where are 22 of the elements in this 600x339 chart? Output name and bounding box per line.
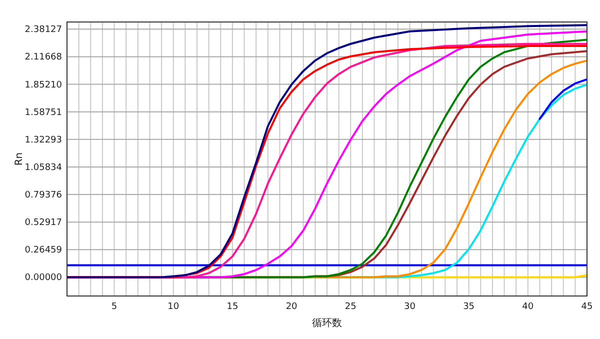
y-tick-label: 1.32293 — [24, 135, 62, 146]
y-tick-label: 2.11668 — [24, 52, 62, 63]
y-tick-label: 2.38127 — [24, 25, 62, 36]
x-tick-label: 40 — [522, 302, 534, 312]
x-tick-label: 45 — [581, 302, 593, 312]
y-tick-label: 1.85210 — [24, 80, 62, 90]
line-series — [538, 78, 587, 120]
x-tick-label: 35 — [463, 302, 475, 312]
x-tick-label: 5 — [111, 302, 118, 312]
y-tick-label: 0.79376 — [24, 190, 62, 201]
x-tick-label: 20 — [286, 302, 298, 312]
x-axis-title: 循环数 — [312, 318, 342, 329]
y-tick-label: 0.52917 — [24, 218, 62, 228]
y-tick-label: 0.26459 — [24, 246, 62, 256]
y-tick-label: 0.00000 — [24, 273, 62, 284]
x-tick-label: 30 — [404, 302, 416, 312]
x-tick-label: 10 — [168, 302, 180, 312]
x-tick-label: 15 — [226, 302, 238, 312]
y-tick-label: 1.58751 — [24, 108, 62, 118]
y-tick-label: 1.05834 — [24, 162, 62, 173]
x-tick-label: 25 — [344, 302, 356, 312]
y-axis-title: Rn — [14, 152, 25, 166]
